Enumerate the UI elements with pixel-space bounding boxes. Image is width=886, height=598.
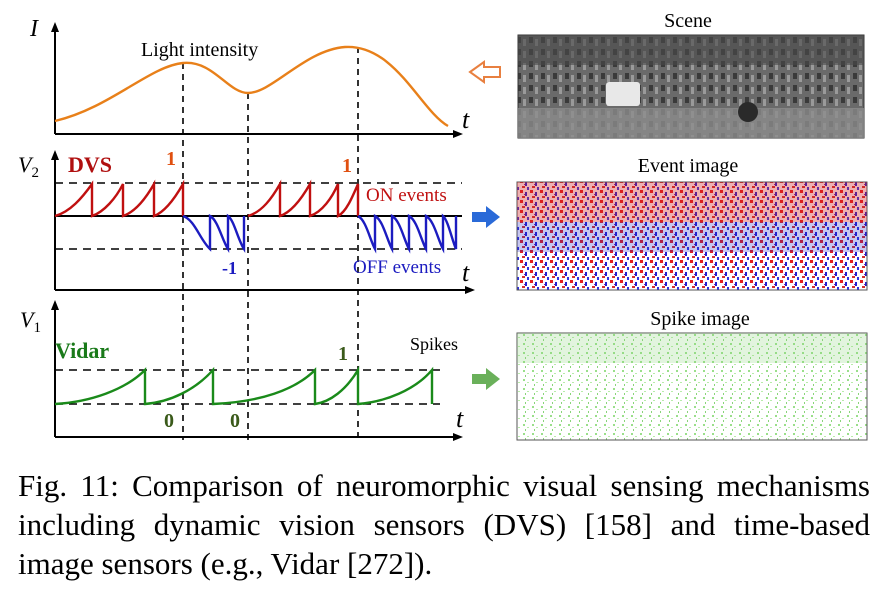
event-arrow-icon [472, 206, 500, 228]
intensity-y-label: I [29, 16, 39, 42]
spike-arrow-icon [472, 368, 500, 390]
spike-image-title: Spike image [650, 308, 750, 330]
dvs-x-label: t [462, 258, 470, 287]
vidar-title: Vidar [55, 338, 109, 363]
dvs-off-wave-1 [182, 213, 246, 253]
scene-arrow-icon [468, 60, 501, 84]
intensity-panel: I t Light intensity [29, 16, 470, 138]
dvs-title: DVS [68, 152, 112, 177]
spike-image [516, 332, 868, 441]
vidar-y-label: V1 [20, 307, 41, 336]
dvs-off-wave-2 [357, 213, 458, 254]
light-intensity-label: Light intensity [141, 39, 258, 61]
vidar-spike-wave [54, 365, 434, 406]
event-image [516, 181, 868, 291]
dvs-on-marker-1: 1 [166, 148, 176, 170]
dvs-on-marker-2: 1 [342, 155, 352, 177]
off-events-label: OFF events [353, 257, 441, 278]
dvs-panel: V2 t DVS 1 1 -1 ON events OFF events [18, 148, 475, 294]
vidar-marker-0-a: 0 [164, 410, 174, 432]
intensity-x-label: t [462, 105, 470, 134]
dvs-thresholds [55, 182, 462, 250]
vidar-marker-0-b: 0 [230, 410, 240, 432]
vidar-panel: V1 t Vidar 1 0 0 Spikes [20, 300, 464, 441]
event-image-title: Event image [638, 155, 739, 177]
dvs-on-wave-2 [247, 179, 360, 218]
figure-caption: Fig. 11: Comparison of neuromorphic visu… [18, 468, 870, 581]
dvs-on-wave-1 [54, 179, 185, 218]
scene-image [517, 34, 865, 139]
spikes-label: Spikes [410, 334, 458, 354]
dvs-y-label: V2 [18, 152, 39, 181]
dvs-off-marker: -1 [222, 258, 237, 278]
scene-title: Scene [664, 10, 712, 32]
figure: I t Light intensity V2 t DVS 1 1 -1 ON e… [18, 10, 868, 441]
time-markers [182, 47, 359, 440]
vidar-marker-1: 1 [338, 343, 348, 365]
on-events-label: ON events [366, 185, 447, 206]
vidar-x-label: t [456, 404, 464, 433]
light-intensity-curve [54, 45, 449, 128]
